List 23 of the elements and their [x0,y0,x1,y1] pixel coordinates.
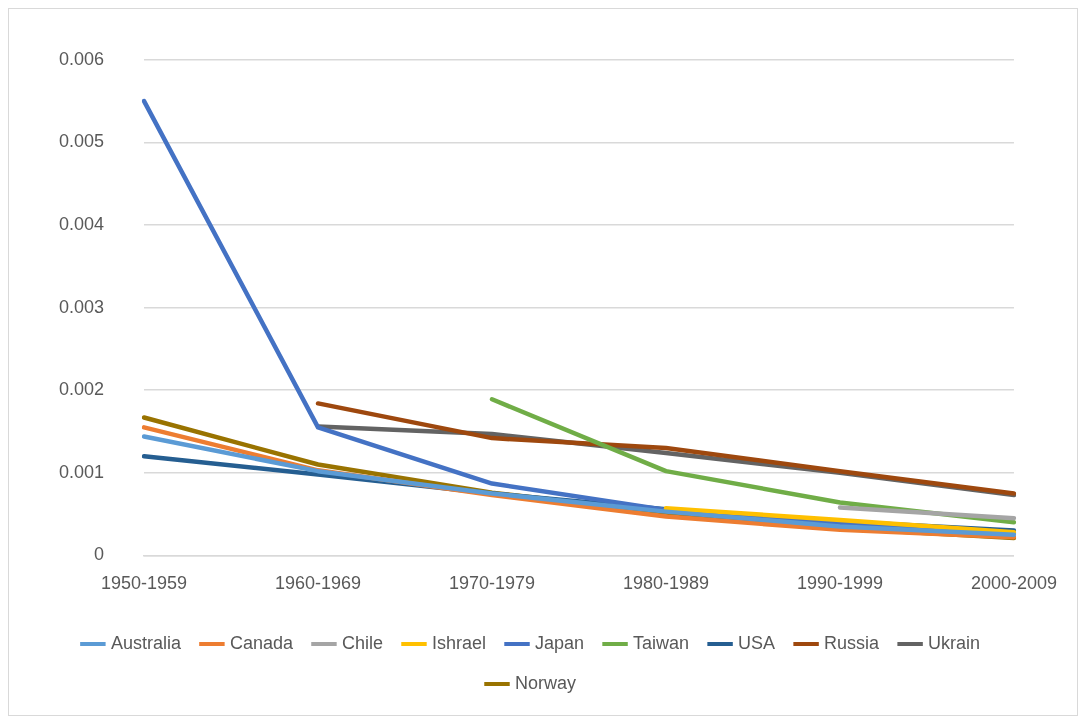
x-tick-label: 1990-1999 [796,573,884,594]
legend-label: Japan [535,632,585,653]
legend-label: Australia [110,632,182,653]
x-tick-label: 1950-1959 [101,573,188,594]
legend-label: Ishrael [431,632,487,653]
legend-label: USA [738,632,776,653]
y-tick-label: 0.004 [59,213,105,234]
y-tick-label: 0.006 [59,48,105,69]
legend-label: Ukrain [928,632,981,653]
y-tick-label: 0 [94,544,105,565]
y-tick-label: 0.005 [59,131,105,152]
x-tick-label: 2000-2009 [970,573,1058,594]
legend-label: Taiwan [633,632,690,653]
legend-label: Chile [341,632,383,653]
legend-label: Canada [229,632,294,653]
legend-label: Russia [824,632,881,653]
legend-label: Norway [514,672,577,693]
x-tick-label: 1960-1969 [274,573,362,594]
x-tick-label: 1980-1989 [622,573,710,594]
x-tick-label: 1970-1979 [448,573,536,594]
y-tick-label: 0.002 [59,379,105,400]
y-tick-label: 0.003 [59,296,105,317]
y-tick-label: 0.001 [59,461,105,482]
